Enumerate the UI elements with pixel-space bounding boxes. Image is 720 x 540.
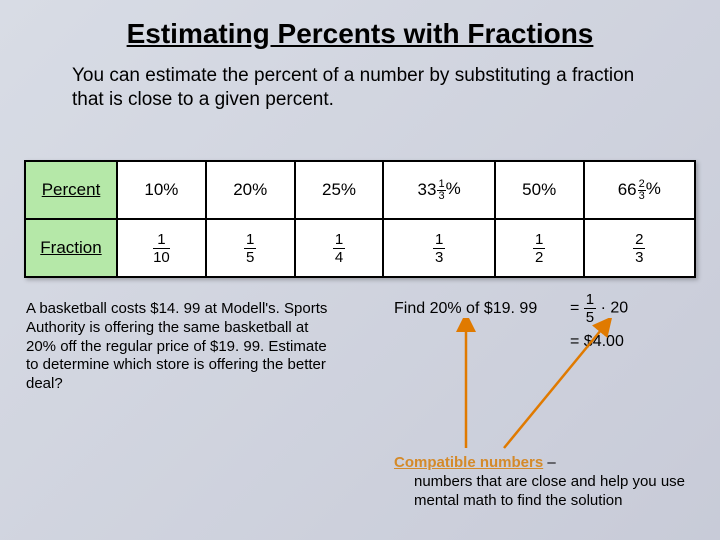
percent-suffix: % [446,179,461,198]
percent-cell: 20% [206,161,295,219]
equation-block: = 15 · 20 = $4.00 [570,292,628,359]
fraction-cell: 12 [495,219,584,277]
fraction-cell: 23 [584,219,695,277]
fraction-cell: 13 [383,219,494,277]
percent-fraction-table: Percent 10% 20% 25% 3313% 50% 6623% Frac… [24,160,696,278]
arrow-icon [446,318,486,458]
fraction-cell: 110 [117,219,206,277]
eq-factor: 20 [610,300,628,317]
intro-text: You can estimate the percent of a number… [0,50,720,112]
percent-cell: 10% [117,161,206,219]
percent-suffix: % [646,179,661,198]
word-problem: A basketball costs $14. 99 at Modell's. … [26,300,336,394]
row-label-percent: Percent [25,161,117,219]
percent-cell: 6623% [584,161,695,219]
definition-term: Compatible numbers [394,454,543,471]
percent-cell: 25% [295,161,384,219]
eq-fraction: 15 [584,292,596,325]
percent-cell: 50% [495,161,584,219]
page-title: Estimating Percents with Fractions [0,0,720,50]
eq-equals: = [570,333,579,350]
mixed-whole: 33 [418,180,437,199]
find-line: Find 20% of $19. 99 [394,300,537,318]
row-label-fraction: Fraction [25,219,117,277]
mixed-fraction: 23 [638,179,646,202]
percent-cell: 3313% [383,161,494,219]
eq-equals: = [570,300,579,317]
eq-result: $4.00 [584,333,624,350]
fraction-cell: 15 [206,219,295,277]
compatible-numbers-definition: Compatible numbers – numbers that are cl… [394,454,704,510]
mixed-whole: 66 [618,180,637,199]
eq-dot: · [601,300,606,317]
fraction-cell: 14 [295,219,384,277]
definition-text: numbers that are close and help you use … [394,473,704,511]
definition-dash: – [543,454,556,471]
mixed-fraction: 13 [437,179,445,202]
